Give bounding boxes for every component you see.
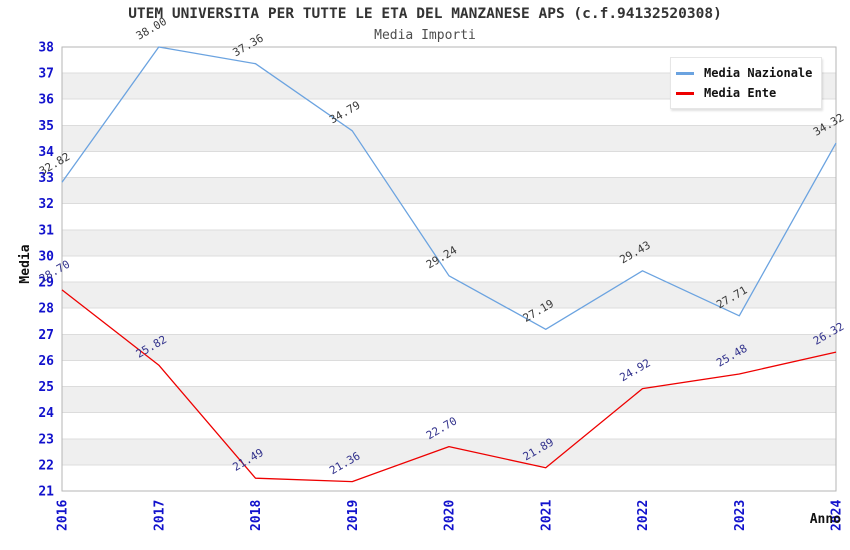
legend-label: Media Ente	[704, 86, 777, 100]
y-tick-label: 35	[38, 119, 54, 134]
point-label: 34.79	[327, 99, 362, 127]
point-label: 37.36	[231, 31, 266, 59]
x-tick-label: 2017	[152, 500, 167, 531]
y-tick-label: 26	[38, 354, 54, 369]
x-tick-label: 2019	[346, 500, 361, 531]
x-tick-label: 2018	[249, 500, 264, 531]
x-tick-label: 2022	[636, 500, 651, 531]
plot-band	[62, 282, 836, 309]
x-tick-label: 2016	[56, 500, 71, 531]
plot-band	[62, 177, 836, 204]
legend-swatch-ente-icon	[676, 91, 694, 95]
plot-border	[61, 46, 837, 492]
y-tick-label: 32	[38, 197, 54, 212]
plot-band	[62, 125, 836, 152]
y-tick-label: 27	[38, 328, 54, 343]
plot-band	[62, 438, 836, 465]
legend-label: Media Nazionale	[704, 66, 813, 80]
y-tick-label: 34	[38, 145, 54, 160]
x-tick-label: 2023	[733, 500, 748, 531]
y-tick-label: 33	[38, 171, 54, 186]
y-tick-label: 21	[38, 485, 54, 500]
y-tick-label: 22	[38, 458, 54, 473]
y-tick-label: 24	[38, 406, 54, 421]
y-tick-label: 29	[38, 276, 54, 291]
chart-title: UTEM UNIVERSITA PER TUTTE LE ETA DEL MAN…	[128, 6, 722, 22]
plot-band	[62, 334, 836, 361]
x-tick-label: 2020	[443, 500, 458, 531]
y-tick-label: 25	[38, 380, 54, 395]
legend-item-media-ente: Media Ente	[676, 83, 812, 103]
chart-subtitle: Media Importi	[374, 28, 476, 43]
y-tick-label: 36	[38, 93, 54, 108]
y-tick-label: 37	[38, 67, 54, 82]
series-line	[61, 289, 837, 483]
x-tick-label: 2021	[539, 500, 554, 531]
legend: Media Nazionale Media Ente	[670, 57, 823, 109]
y-tick-label: 23	[38, 432, 54, 447]
legend-item-media-nazionale: Media Nazionale	[676, 63, 812, 83]
y-axis-title: Media	[18, 244, 33, 283]
y-tick-label: 28	[38, 302, 54, 317]
y-tick-label: 30	[38, 249, 54, 264]
x-tick-label: 2024	[830, 500, 845, 531]
point-label: 22.70	[424, 414, 459, 442]
y-tick-label: 38	[38, 41, 54, 56]
series-line	[61, 46, 837, 330]
plot-band	[62, 386, 836, 413]
point-label: 38.00	[134, 15, 169, 43]
legend-swatch-nazionale-icon	[676, 71, 694, 75]
x-axis-title: Anno	[810, 512, 841, 527]
plot-band	[62, 229, 836, 256]
y-tick-label: 31	[38, 223, 54, 238]
